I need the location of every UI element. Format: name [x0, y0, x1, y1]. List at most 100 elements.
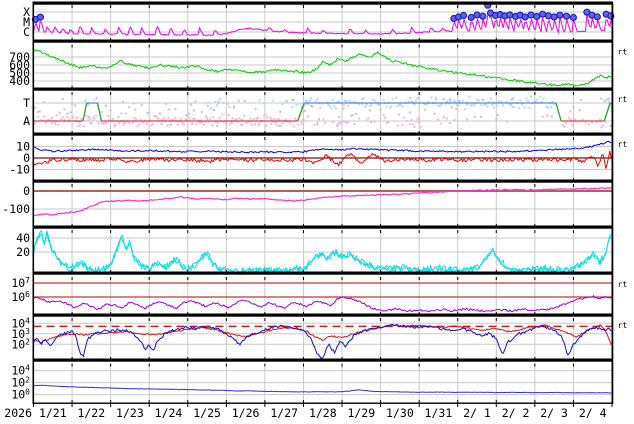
y-axis-label: 102 — [11, 337, 30, 351]
away-sector-dot — [136, 125, 139, 128]
away-sector-dot — [445, 117, 448, 120]
density-b-line — [33, 230, 612, 273]
away-sector-dot — [324, 121, 327, 124]
gray-sector-dot — [217, 100, 220, 103]
sector-boundary-line — [555, 102, 562, 122]
away-sector-dot — [145, 122, 148, 125]
gray-sector-dot — [442, 116, 445, 119]
away-sector-dot — [379, 120, 382, 123]
toward-sector-dot — [390, 105, 393, 108]
away-sector-dot — [569, 119, 572, 121]
gray-sector-dot — [408, 111, 411, 114]
away-sector-dot — [82, 125, 85, 128]
away-sector-dot — [63, 119, 66, 121]
gray-sector-dot — [205, 115, 208, 118]
away-sector-dot — [43, 115, 46, 118]
left-frame — [32, 3, 35, 404]
sector-boundary-line — [82, 102, 88, 122]
away-sector-dot — [436, 118, 439, 121]
away-sector-dot — [264, 113, 267, 116]
gray-sector-dot — [435, 97, 438, 100]
away-sector-dot — [284, 118, 287, 121]
gray-sector-dot — [234, 119, 237, 122]
y-axis-label: 400 — [9, 74, 30, 88]
away-sector-dot — [61, 116, 64, 119]
panel-imf-bt-bz: 100-10 rt — [9, 137, 627, 181]
away-sector-dot — [101, 122, 104, 125]
toward-sector-dot — [607, 100, 610, 103]
toward-sector-dot — [435, 98, 438, 101]
toward-sector-dot — [499, 101, 502, 104]
gray-sector-dot — [213, 109, 215, 111]
gray-sector-dot — [95, 97, 98, 100]
year-label: 2026 — [4, 406, 32, 420]
away-sector-dot — [373, 120, 376, 123]
gray-sector-dot — [433, 112, 436, 115]
gray-sector-dot — [533, 100, 536, 103]
away-sector-dot — [192, 118, 195, 120]
toward-sector-dot — [226, 102, 229, 105]
toward-sector-dot — [496, 104, 499, 107]
away-sector-dot — [227, 114, 230, 116]
toward-sector-dot — [272, 99, 275, 102]
away-sector-dot — [581, 118, 584, 121]
away-sector-dot — [195, 123, 198, 126]
toward-sector-dot — [382, 99, 385, 102]
toward-sector-dot — [477, 99, 480, 102]
toward-sector-dot — [468, 95, 471, 98]
gray-sector-dot — [243, 100, 246, 103]
toward-sector-dot — [310, 97, 313, 100]
away-sector-dot — [68, 118, 70, 121]
gray-sector-dot — [550, 115, 553, 118]
toward-sector-dot — [486, 105, 489, 108]
away-sector-dot — [235, 117, 238, 120]
toward-sector-dot — [452, 99, 455, 102]
toward-sector-dot — [361, 103, 364, 106]
gray-sector-dot — [473, 115, 476, 118]
toward-sector-dot — [485, 102, 488, 105]
gray-sector-dot — [166, 124, 169, 127]
flare-marker — [506, 11, 514, 19]
away-sector-dot — [416, 117, 419, 120]
date-label: 1/23 — [116, 406, 144, 420]
away-sector-dot — [252, 118, 255, 121]
gray-sector-dot — [240, 118, 243, 121]
toward-sector-dot — [295, 103, 298, 106]
toward-sector-dot — [370, 103, 373, 106]
rt-label: rt — [618, 48, 628, 57]
toward-sector-dot — [443, 97, 446, 100]
away-sector-dot — [337, 122, 340, 125]
away-sector-dot — [96, 120, 99, 123]
flare-marker — [479, 12, 487, 20]
toward-sector-dot — [286, 101, 289, 104]
toward-sector-dot — [437, 104, 440, 107]
toward-sector-dot — [407, 100, 410, 103]
gray-sector-dot — [479, 115, 482, 118]
y-axis-label: 107 — [11, 276, 30, 290]
panel-border — [32, 87, 613, 91]
away-sector-dot — [229, 123, 232, 126]
toward-sector-dot — [415, 99, 418, 102]
gray-sector-dot — [291, 99, 294, 102]
toward-sector-dot — [550, 106, 553, 109]
gray-sector-dot — [270, 122, 273, 125]
away-sector-dot — [162, 116, 165, 119]
wind-speed-line — [33, 48, 612, 87]
gray-sector-dot — [541, 115, 544, 118]
toward-sector-dot — [348, 99, 351, 102]
gray-sector-dot — [580, 99, 583, 102]
gray-sector-dot — [66, 112, 69, 115]
away-sector-dot — [223, 121, 225, 124]
gray-sector-dot — [123, 121, 126, 124]
away-sector-dot — [382, 114, 385, 117]
away-sector-dot — [40, 119, 43, 122]
toward-sector-dot — [412, 100, 414, 103]
gray-sector-dot — [285, 100, 288, 103]
gray-sector-dot — [109, 109, 112, 112]
away-sector-dot — [415, 120, 418, 123]
away-sector-dot — [236, 120, 239, 123]
toward-sector-dot — [214, 100, 217, 103]
away-sector-dot — [105, 121, 108, 124]
flare-marker — [569, 13, 578, 22]
